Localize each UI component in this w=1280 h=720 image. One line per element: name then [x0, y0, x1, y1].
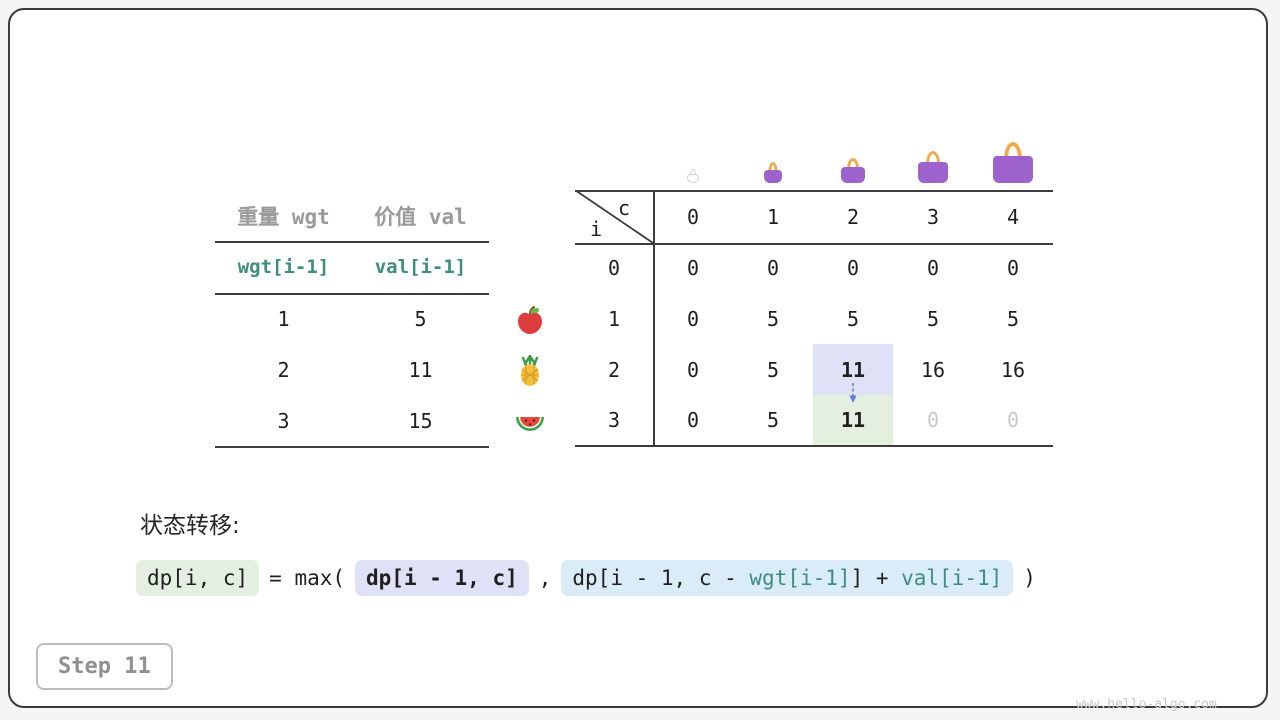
dp-highlight-target-cell — [813, 395, 893, 445]
dp-corner-col-label: c — [618, 196, 631, 220]
dp-cell-0-3: 0 — [926, 256, 940, 280]
dp-cell-3-2: 11 — [840, 408, 866, 432]
item-2-value: 11 — [408, 357, 433, 382]
divider — [215, 446, 489, 448]
items-table: 重量 wgt 价值 val wgt[i-1] val[i-1] 1 5 2 11… — [215, 190, 489, 448]
formula-option2-part: ] + — [850, 566, 902, 590]
dp-cell-0-4: 0 — [1006, 256, 1020, 280]
formula-operator: = max( — [269, 566, 346, 590]
item-1-value: 5 — [414, 306, 427, 331]
dp-top-border — [575, 190, 1053, 192]
items-formula-wgt: wgt[i-1] — [237, 256, 330, 278]
dp-cell-1-1: 5 — [766, 306, 780, 331]
items-row-1: 1 5 — [215, 293, 489, 344]
item-3-value: 15 — [408, 408, 433, 433]
bag-icon-capacity-2 — [841, 158, 865, 183]
pineapple-icon — [521, 355, 539, 386]
dp-cell-2-0: 0 — [686, 357, 700, 382]
dp-col-header-0: 0 — [686, 205, 700, 229]
formula-close-paren: ) — [1023, 566, 1036, 590]
dp-col-header-3: 3 — [926, 205, 940, 229]
dp-corner-row-label: i — [590, 217, 603, 241]
dp-cell-1-4: 5 — [1006, 306, 1020, 331]
state-transition-heading: 状态转移: — [140, 513, 240, 539]
item-2-weight: 2 — [277, 357, 290, 382]
formula-lhs-chip: dp[i, c] — [136, 560, 260, 596]
dp-row-header-0: 0 — [607, 256, 621, 280]
watermelon-icon — [516, 417, 544, 431]
dp-cell-3-3: 0 — [926, 408, 940, 432]
items-col-header-value: 价值 val — [374, 204, 467, 229]
dp-col-header-4: 4 — [1006, 205, 1020, 229]
formula-comma: , — [538, 566, 552, 590]
dp-header-border — [575, 243, 1053, 245]
dp-col-header-1: 1 — [766, 205, 780, 229]
dp-cell-2-3: 16 — [920, 357, 946, 382]
dp-cell-0-2: 0 — [846, 256, 860, 280]
dp-cell-0-0: 0 — [686, 256, 700, 280]
bag-icon-capacity-3 — [918, 151, 948, 183]
item-3-weight: 3 — [277, 408, 290, 433]
item-1-weight: 1 — [277, 306, 290, 331]
divider — [215, 241, 489, 243]
items-row-3: 3 15 — [215, 395, 489, 446]
dp-cell-1-2: 5 — [846, 306, 860, 331]
dp-cell-0-1: 0 — [766, 256, 780, 280]
dp-label-column-border — [653, 190, 655, 447]
step-badge: Step 11 — [36, 643, 173, 690]
formula-option2-chip: dp[i - 1, c - wgt[i-1]] + val[i-1] — [561, 560, 1014, 596]
dp-cell-1-0: 0 — [686, 306, 700, 331]
items-formula-val: val[i-1] — [374, 256, 467, 278]
dp-row-header-2: 2 — [607, 357, 621, 382]
dp-cell-1-3: 5 — [926, 306, 940, 331]
dp-row-header-1: 1 — [607, 306, 621, 331]
watermark: www.hello-algo.com — [1076, 697, 1217, 712]
dp-highlight-source-cell — [813, 344, 893, 395]
items-row-2: 2 11 — [215, 344, 489, 395]
dp-cell-2-2: 11 — [840, 357, 866, 382]
formula-wgt-term: wgt[i-1] — [749, 566, 851, 590]
bag-icon-capacity-0 — [687, 169, 699, 183]
divider — [215, 293, 489, 295]
dp-cell-3-0: 0 — [686, 408, 700, 432]
dp-corner-diagonal — [575, 190, 653, 243]
dp-cell-2-1: 5 — [766, 357, 780, 382]
dp-row-header-3: 3 — [607, 408, 621, 432]
items-col-header-weight: 重量 wgt — [237, 204, 330, 229]
dp-cell-2-4: 16 — [1000, 357, 1026, 382]
formula-option1-chip: dp[i - 1, c] — [355, 560, 529, 596]
formula-val-term: val[i-1] — [901, 566, 1003, 590]
bag-icon-capacity-1 — [764, 162, 782, 183]
transition-arrow-icon — [849, 383, 857, 403]
bag-icon-capacity-4 — [993, 142, 1033, 183]
dp-col-header-2: 2 — [846, 205, 860, 229]
dp-cell-3-4: 0 — [1006, 408, 1020, 432]
state-transition-formula: dp[i, c] = max( dp[i - 1, c] , dp[i - 1,… — [136, 560, 1036, 596]
formula-option2-part: dp[i - 1, c - — [572, 566, 750, 590]
dp-bottom-border — [575, 445, 1053, 447]
apple-icon — [518, 305, 542, 334]
dp-cell-3-1: 5 — [766, 408, 780, 432]
